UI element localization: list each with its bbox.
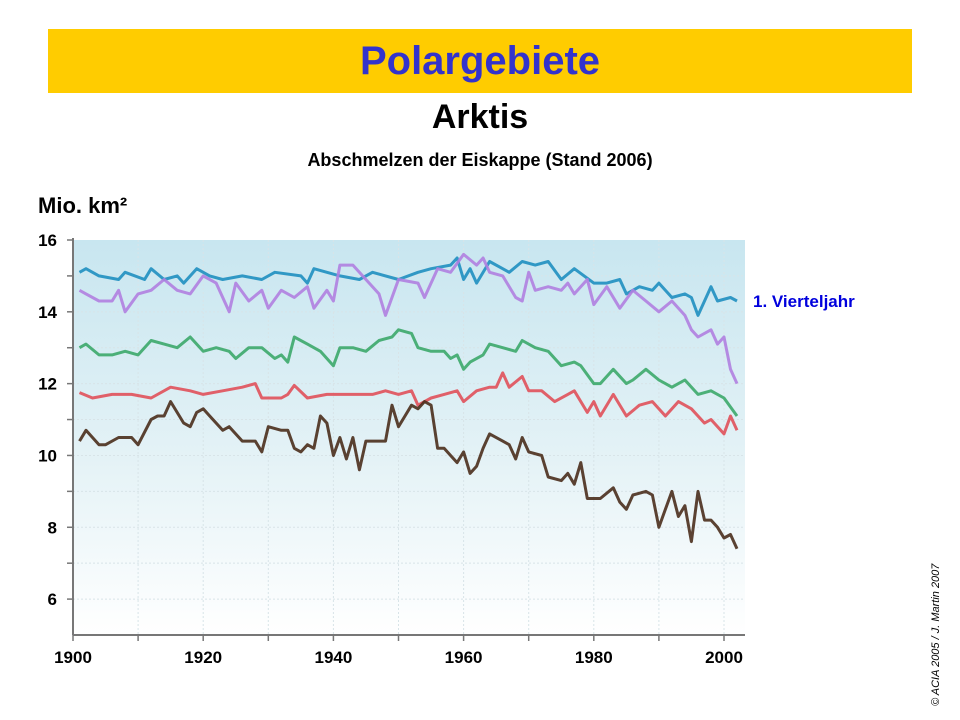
banner-title: Polargebiete: [359, 38, 601, 83]
series-line-4: [78, 371, 739, 436]
x-tick-label: 1900: [54, 648, 92, 667]
series-line-2: [78, 252, 739, 385]
legend-label: 1. Vierteljahr: [753, 292, 855, 311]
y-tick-label: 14: [38, 303, 57, 322]
series-line-5: [78, 400, 739, 550]
title-banner: Polargebiete: [48, 29, 912, 93]
y-tick-label: 6: [48, 590, 57, 609]
chart-subtitle: Abschmelzen der Eiskappe (Stand 2006): [307, 150, 653, 170]
plot-area: [73, 240, 745, 635]
chart-title: Arktis: [431, 98, 529, 136]
y-tick-label: 12: [38, 375, 57, 394]
x-tick-label: 1920: [184, 648, 222, 667]
x-tick-label: 1980: [575, 648, 613, 667]
series-line-1: [78, 256, 738, 317]
y-tick-label: 8: [48, 518, 57, 537]
y-tick-label: 10: [38, 446, 57, 465]
x-tick-label: 2000: [705, 648, 743, 667]
y-tick-label: 16: [38, 231, 57, 250]
y-axis-label: Mio. km²: [38, 193, 128, 218]
x-tick-label: 1940: [314, 648, 352, 667]
series-line-3: [78, 328, 739, 417]
x-tick-label: 1960: [445, 648, 483, 667]
